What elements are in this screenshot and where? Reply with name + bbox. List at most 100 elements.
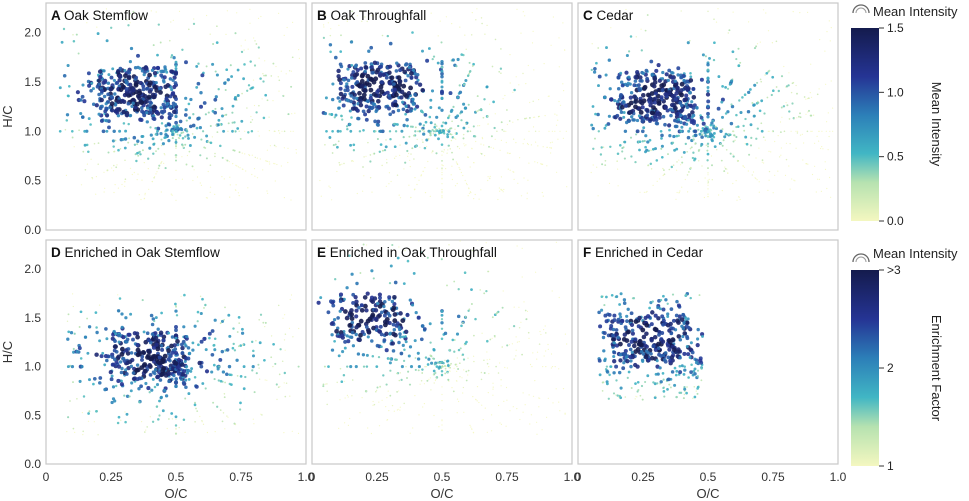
data-point bbox=[103, 78, 108, 83]
data-point bbox=[411, 97, 415, 102]
data-point bbox=[423, 146, 427, 150]
data-point bbox=[396, 86, 402, 92]
data-point bbox=[356, 192, 358, 195]
data-point bbox=[415, 104, 420, 109]
data-point bbox=[413, 158, 415, 160]
data-point bbox=[432, 357, 435, 360]
data-point bbox=[261, 98, 263, 100]
data-point bbox=[174, 97, 178, 101]
data-point bbox=[126, 75, 132, 81]
y-axis-label: H/C bbox=[0, 105, 15, 127]
data-point bbox=[594, 137, 596, 140]
data-point bbox=[121, 335, 126, 340]
data-point bbox=[199, 364, 204, 369]
data-point bbox=[440, 69, 444, 73]
data-point bbox=[707, 174, 709, 176]
data-point bbox=[603, 95, 607, 99]
data-point bbox=[634, 398, 636, 400]
data-point bbox=[676, 303, 681, 308]
data-point bbox=[350, 84, 355, 89]
size-legend-icon bbox=[852, 253, 870, 263]
data-point bbox=[479, 125, 481, 127]
data-point bbox=[468, 72, 470, 75]
data-point bbox=[620, 83, 625, 88]
data-point bbox=[361, 20, 363, 22]
data-point bbox=[463, 106, 467, 110]
data-point bbox=[475, 110, 478, 113]
data-point bbox=[649, 91, 655, 96]
data-point bbox=[384, 331, 389, 337]
data-point bbox=[602, 381, 605, 384]
data-point bbox=[794, 180, 796, 182]
data-point bbox=[612, 318, 617, 323]
data-point bbox=[693, 133, 698, 138]
data-point bbox=[134, 101, 140, 107]
data-point bbox=[392, 328, 397, 332]
data-point bbox=[526, 142, 529, 145]
data-point bbox=[158, 90, 163, 95]
data-point bbox=[799, 112, 801, 115]
data-point bbox=[240, 50, 244, 54]
data-point bbox=[636, 380, 640, 384]
data-point bbox=[447, 364, 450, 367]
data-point bbox=[83, 143, 87, 147]
data-point bbox=[423, 383, 425, 385]
data-point bbox=[693, 386, 696, 388]
data-point bbox=[405, 312, 410, 318]
data-point bbox=[213, 337, 217, 340]
data-point bbox=[112, 129, 116, 134]
data-point bbox=[283, 197, 285, 199]
data-point bbox=[379, 386, 381, 388]
data-point bbox=[624, 338, 630, 343]
data-point bbox=[175, 427, 177, 430]
data-point bbox=[469, 130, 472, 133]
data-point bbox=[491, 65, 494, 68]
data-point bbox=[477, 240, 479, 241]
data-point bbox=[448, 145, 450, 147]
data-point bbox=[388, 64, 393, 69]
data-point bbox=[638, 110, 644, 115]
data-point bbox=[832, 130, 834, 132]
data-point bbox=[153, 385, 157, 389]
data-point bbox=[462, 137, 465, 140]
data-point bbox=[138, 401, 141, 404]
data-point bbox=[371, 15, 373, 17]
data-point bbox=[109, 94, 114, 99]
data-point bbox=[426, 256, 429, 259]
y-tick-label: 0.0 bbox=[24, 457, 41, 471]
data-point bbox=[816, 135, 818, 137]
data-point bbox=[411, 69, 415, 73]
data-point bbox=[605, 382, 609, 386]
data-point bbox=[519, 418, 521, 421]
data-point bbox=[557, 138, 559, 140]
data-point bbox=[449, 366, 451, 369]
data-point bbox=[197, 116, 201, 120]
data-point bbox=[438, 426, 440, 428]
data-point bbox=[427, 47, 431, 50]
data-point bbox=[616, 317, 621, 322]
data-point bbox=[437, 106, 441, 110]
data-point bbox=[400, 378, 403, 382]
data-point bbox=[283, 147, 285, 149]
data-point bbox=[117, 73, 123, 79]
data-point bbox=[222, 129, 226, 133]
data-point bbox=[251, 354, 256, 358]
data-point bbox=[251, 369, 254, 372]
data-point bbox=[240, 331, 245, 335]
data-point bbox=[536, 421, 538, 423]
data-point bbox=[711, 179, 713, 181]
data-point bbox=[235, 164, 237, 166]
data-point bbox=[187, 377, 191, 381]
data-point bbox=[120, 419, 122, 421]
data-point bbox=[596, 166, 598, 168]
data-point bbox=[192, 22, 196, 26]
data-point bbox=[476, 386, 479, 388]
data-point bbox=[428, 115, 432, 119]
data-point bbox=[225, 113, 228, 116]
data-point bbox=[429, 106, 433, 109]
data-point bbox=[113, 339, 117, 343]
data-point bbox=[380, 310, 384, 315]
data-point bbox=[193, 135, 197, 139]
data-point bbox=[253, 64, 257, 67]
